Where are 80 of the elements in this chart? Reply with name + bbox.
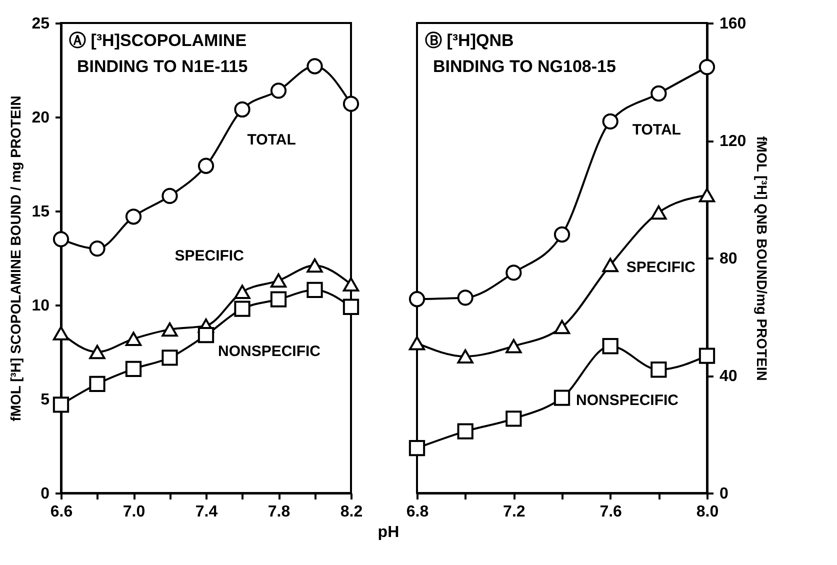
- point: [554, 226, 570, 243]
- point: [650, 362, 667, 378]
- y-tick-label: 160: [720, 16, 746, 32]
- point: [162, 350, 178, 366]
- point: [342, 298, 360, 315]
- x-tick-label: 8.2: [340, 504, 363, 520]
- point: [650, 205, 667, 220]
- point: [234, 300, 250, 317]
- point: [125, 208, 142, 225]
- point: [125, 332, 142, 346]
- point: [698, 59, 716, 76]
- point: [52, 326, 70, 340]
- series-label: TOTAL: [247, 131, 296, 148]
- chart-title: Ⓐ [³H]SCOPOLAMINE: [69, 31, 247, 50]
- point: [698, 188, 716, 202]
- point: [602, 338, 618, 354]
- point: [554, 320, 570, 334]
- point: [234, 284, 250, 299]
- point: [89, 344, 106, 360]
- point: [602, 113, 618, 130]
- point: [408, 440, 426, 456]
- y-axis-title: fMOL [³H] QNB BOUND/mg PROTEIN: [754, 136, 770, 381]
- y-tick-label: 120: [720, 133, 746, 150]
- point: [650, 85, 667, 102]
- point: [198, 158, 214, 174]
- x-tick-label: 7.0: [122, 504, 146, 520]
- point: [52, 396, 70, 413]
- y-tick-label: 40: [720, 368, 738, 385]
- point: [306, 58, 323, 74]
- y-tick-label: 15: [32, 204, 50, 220]
- point: [234, 101, 250, 118]
- point: [506, 410, 522, 427]
- y-tick-label: 0: [720, 486, 728, 502]
- series-label: NONSPECIFIC: [218, 343, 321, 360]
- point: [306, 282, 323, 298]
- x-tick-label: 7.4: [195, 504, 218, 520]
- y-tick-label: 80: [720, 250, 738, 268]
- x-tick-label: 6.8: [406, 504, 429, 520]
- point: [342, 277, 360, 292]
- x-tick-label: 7.2: [503, 504, 526, 520]
- series-label: SPECIFIC: [626, 259, 696, 276]
- y-tick-label: 25: [32, 16, 50, 32]
- x-tick-label: 7.6: [600, 504, 622, 520]
- point: [306, 258, 323, 273]
- x-tick-label: 7.8: [268, 504, 290, 520]
- y-axis-title: fMOL [³H] SCOPOLAMINE BOUND / mg PROTEIN: [8, 96, 24, 422]
- point: [198, 327, 214, 344]
- point: [342, 96, 360, 112]
- point: [506, 339, 522, 354]
- y-tick-label: 10: [32, 298, 50, 314]
- point: [125, 360, 142, 377]
- point: [554, 390, 570, 406]
- point: [270, 291, 287, 308]
- point: [698, 348, 716, 364]
- series-label: NONSPECIFIC: [576, 392, 679, 409]
- point: [408, 336, 426, 350]
- point: [52, 231, 70, 248]
- text: BINDING TO NG108-15: [433, 57, 616, 76]
- text: BINDING TO N1E-115: [77, 57, 248, 76]
- point: [457, 290, 474, 306]
- point: [270, 273, 287, 288]
- point: [408, 291, 426, 308]
- chart-title: Ⓑ [³H]QNB: [425, 31, 514, 50]
- point: [457, 423, 474, 440]
- point: [89, 240, 106, 257]
- x-tick-label: 6.6: [50, 504, 73, 520]
- x-tick-label: 8.0: [696, 504, 719, 520]
- x-axis-title: pH: [378, 524, 400, 541]
- y-tick-label: 0: [40, 486, 50, 502]
- y-tick-label: 20: [32, 110, 50, 126]
- point: [457, 349, 474, 364]
- point: [602, 258, 618, 272]
- point: [162, 188, 178, 204]
- point: [162, 322, 178, 337]
- y-tick-label: 5: [40, 392, 50, 408]
- series-label: TOTAL: [632, 121, 681, 138]
- point: [506, 264, 522, 281]
- series-label: SPECIFIC: [174, 247, 244, 264]
- point: [270, 82, 287, 99]
- point: [89, 376, 106, 392]
